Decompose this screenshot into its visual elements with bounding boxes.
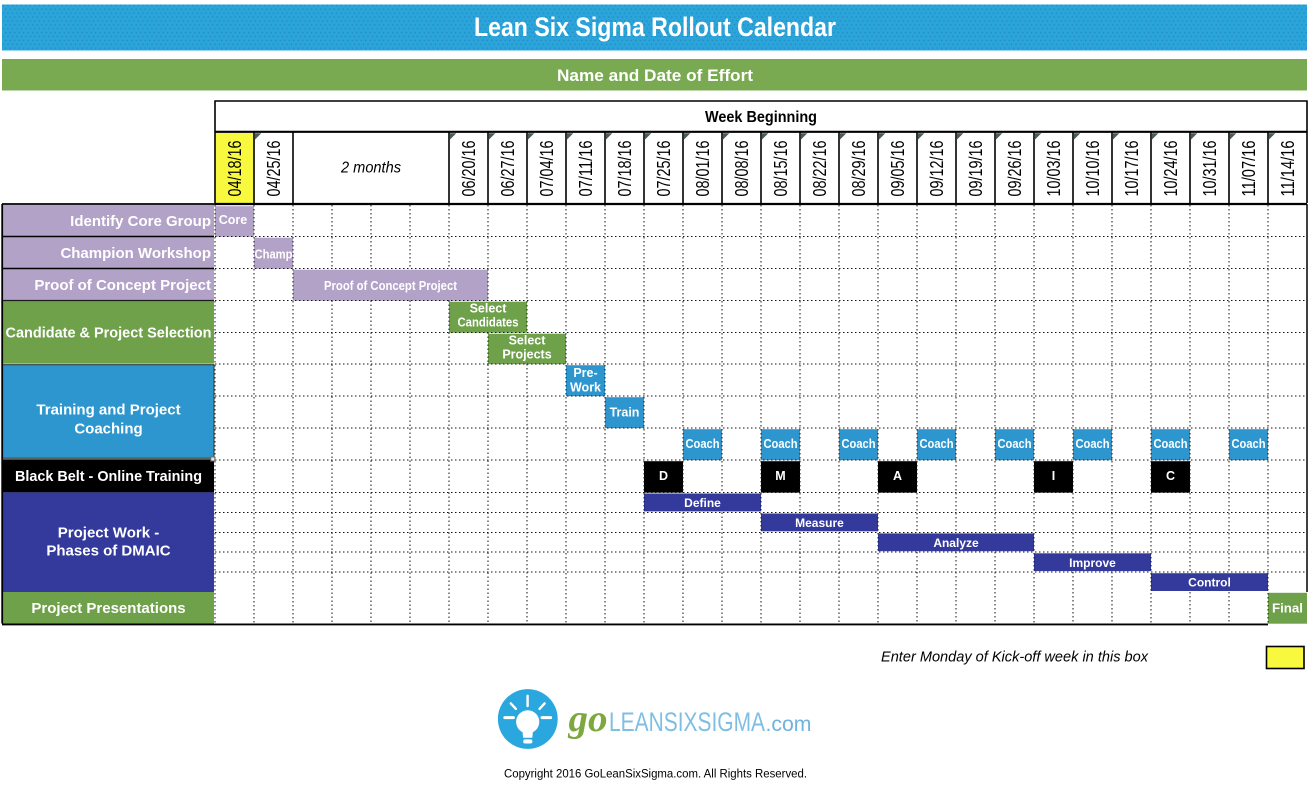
svg-text:A: A — [893, 469, 902, 483]
svg-text:07/04/16: 07/04/16 — [537, 141, 557, 197]
svg-text:09/26/16: 09/26/16 — [1005, 141, 1025, 197]
svg-text:Week Beginning: Week Beginning — [705, 109, 817, 126]
svg-text:Coach: Coach — [920, 437, 954, 451]
svg-text:Coaching: Coaching — [74, 420, 142, 437]
svg-text:Coach: Coach — [686, 437, 720, 451]
svg-text:09/05/16: 09/05/16 — [888, 141, 908, 197]
svg-text:08/15/16: 08/15/16 — [771, 141, 791, 197]
svg-text:04/25/16: 04/25/16 — [264, 141, 284, 197]
svg-text:Phases of DMAIC: Phases of DMAIC — [46, 543, 170, 560]
svg-text:07/25/16: 07/25/16 — [654, 141, 674, 197]
svg-text:Black Belt - Online Training: Black Belt - Online Training — [15, 468, 202, 485]
svg-text:C: C — [1166, 469, 1175, 483]
svg-text:07/18/16: 07/18/16 — [615, 141, 635, 197]
svg-text:10/31/16: 10/31/16 — [1200, 141, 1220, 197]
svg-text:Coach: Coach — [998, 437, 1032, 451]
svg-text:Coach: Coach — [842, 437, 876, 451]
svg-text:08/22/16: 08/22/16 — [810, 141, 830, 197]
svg-text:.com: .com — [766, 713, 812, 736]
svg-text:Train: Train — [610, 406, 640, 420]
svg-text:Control: Control — [1188, 576, 1231, 590]
svg-text:M: M — [775, 469, 785, 483]
svg-text:10/17/16: 10/17/16 — [1122, 141, 1142, 197]
svg-text:Projects: Projects — [502, 348, 551, 362]
svg-text:09/12/16: 09/12/16 — [927, 141, 947, 197]
svg-text:06/20/16: 06/20/16 — [459, 141, 479, 197]
svg-text:LEANSIXSIGMA: LEANSIXSIGMA — [609, 707, 765, 737]
svg-text:08/08/16: 08/08/16 — [732, 141, 752, 197]
svg-text:Identify Core Group: Identify Core Group — [70, 213, 211, 230]
svg-text:06/27/16: 06/27/16 — [498, 141, 518, 197]
svg-text:Final: Final — [1272, 602, 1303, 616]
svg-text:Pre-: Pre- — [573, 366, 597, 380]
svg-text:Coach: Coach — [764, 437, 798, 451]
svg-text:Select: Select — [470, 301, 508, 315]
svg-text:Analyze: Analyze — [933, 536, 979, 550]
svg-text:Improve: Improve — [1069, 556, 1116, 570]
svg-text:Coach: Coach — [1154, 437, 1188, 451]
svg-text:Coach: Coach — [1076, 437, 1110, 451]
svg-text:Proof of Concept Project: Proof of Concept Project — [324, 279, 458, 293]
svg-text:10/10/16: 10/10/16 — [1083, 141, 1103, 197]
svg-text:Name and Date of Effort: Name and Date of Effort — [557, 67, 754, 85]
svg-text:Enter Monday of Kick-off week: Enter Monday of Kick-off week in this bo… — [881, 649, 1148, 666]
svg-text:Copyright 2016 GoLeanSixSigma.: Copyright 2016 GoLeanSixSigma.com. All R… — [504, 767, 807, 781]
svg-text:Measure: Measure — [795, 516, 844, 530]
svg-text:Champion Workshop: Champion Workshop — [60, 245, 211, 262]
svg-text:D: D — [659, 469, 668, 483]
svg-text:10/24/16: 10/24/16 — [1161, 141, 1181, 197]
svg-text:2 months: 2 months — [340, 160, 401, 177]
svg-text:Candidate & Project Selection: Candidate & Project Selection — [6, 324, 212, 341]
svg-text:Training and Project: Training and Project — [36, 402, 180, 419]
svg-text:Proof of Concept Project: Proof of Concept Project — [34, 277, 211, 294]
svg-text:Lean Six Sigma Rollout Calenda: Lean Six Sigma Rollout Calendar — [474, 12, 836, 42]
svg-text:Work: Work — [570, 380, 601, 394]
svg-text:07/11/16: 07/11/16 — [576, 141, 596, 197]
svg-text:go: go — [567, 698, 607, 740]
svg-text:09/19/16: 09/19/16 — [966, 141, 986, 197]
svg-text:11/07/16: 11/07/16 — [1239, 141, 1259, 197]
svg-text:Coach: Coach — [1232, 437, 1266, 451]
svg-text:Define: Define — [684, 496, 721, 510]
svg-text:Project Presentations: Project Presentations — [31, 600, 185, 617]
svg-text:Champ: Champ — [255, 248, 293, 262]
svg-text:10/03/16: 10/03/16 — [1044, 141, 1064, 197]
svg-text:Candidates: Candidates — [458, 316, 519, 330]
svg-text:I: I — [1052, 469, 1055, 483]
svg-text:08/01/16: 08/01/16 — [693, 141, 713, 197]
svg-text:04/18/16: 04/18/16 — [225, 141, 245, 197]
svg-text:Project Work -: Project Work - — [58, 525, 159, 542]
svg-text:08/29/16: 08/29/16 — [849, 141, 869, 197]
svg-text:Core: Core — [219, 213, 248, 227]
svg-text:11/14/16: 11/14/16 — [1278, 141, 1298, 197]
svg-text:Select: Select — [509, 333, 547, 347]
